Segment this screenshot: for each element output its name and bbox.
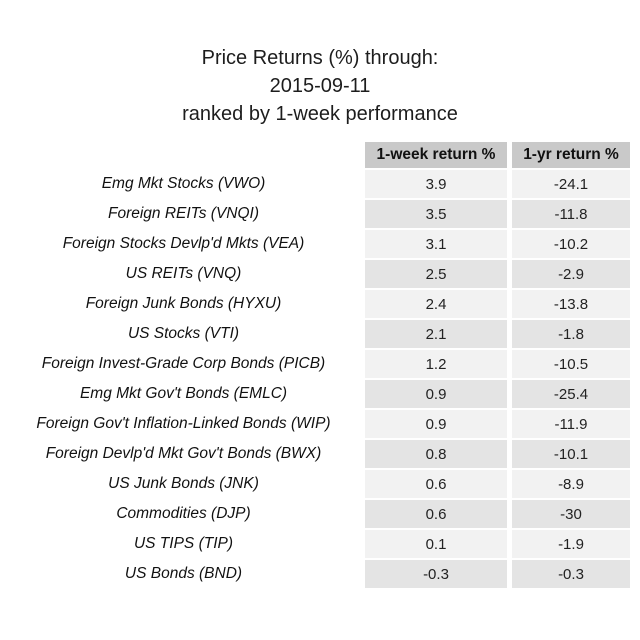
week-return-cell: 3.5 — [365, 200, 507, 228]
page-title-line3: ranked by 1-week performance — [182, 103, 458, 125]
yr-return-cell: -11.9 — [512, 410, 630, 438]
yr-return-cell: -24.1 — [512, 170, 630, 198]
yr-return-cell: -1.9 — [512, 530, 630, 558]
table-row: Foreign REITs (VNQI) 3.5 -11.8 — [7, 200, 630, 228]
yr-return-cell: -25.4 — [512, 380, 630, 408]
asset-label: Foreign Junk Bonds (HYXU) — [85, 295, 282, 312]
header-row: 1-week return % 1-yr return % — [7, 142, 630, 168]
yr-return-cell: -10.1 — [512, 440, 630, 468]
page-title-date: 2015-09-11 — [269, 75, 371, 97]
table-row: US Stocks (VTI) 2.1 -1.8 — [7, 320, 630, 348]
yr-return-cell: -10.5 — [512, 350, 630, 378]
table-row: Foreign Invest-Grade Corp Bonds (PICB) 1… — [7, 350, 630, 378]
yr-return-cell: -1.8 — [512, 320, 630, 348]
table-row: US Junk Bonds (JNK) 0.6 -8.9 — [7, 470, 630, 498]
corner-cell — [7, 142, 360, 168]
asset-label: Foreign Stocks Devlp'd Mkts (VEA) — [62, 235, 305, 252]
table-row: US Bonds (BND) -0.3 -0.3 — [7, 560, 630, 588]
yr-return-cell: -10.2 — [512, 230, 630, 258]
col-header-1-week: 1-week return % — [365, 142, 507, 168]
week-return-cell: -0.3 — [365, 560, 507, 588]
asset-label: US REITs (VNQ) — [125, 265, 242, 282]
page-title-line1: Price Returns (%) through: — [201, 47, 439, 69]
asset-label: US Junk Bonds (JNK) — [108, 475, 259, 492]
table-row: US TIPS (TIP) 0.1 -1.9 — [7, 530, 630, 558]
week-return-cell: 3.1 — [365, 230, 507, 258]
week-return-cell: 0.6 — [365, 500, 507, 528]
asset-label: Foreign Invest-Grade Corp Bonds (PICB) — [41, 355, 326, 372]
asset-label: Foreign REITs (VNQI) — [107, 205, 260, 222]
asset-label: Foreign Devlp'd Mkt Gov't Bonds (BWX) — [45, 445, 322, 462]
week-return-cell: 2.1 — [365, 320, 507, 348]
page-title: Price Returns (%) through: 2015-09-11 ra… — [0, 0, 640, 128]
col-header-1-yr: 1-yr return % — [512, 142, 630, 168]
table-row: Emg Mkt Stocks (VWO) 3.9 -24.1 — [7, 170, 630, 198]
week-return-cell: 3.9 — [365, 170, 507, 198]
yr-return-cell: -0.3 — [512, 560, 630, 588]
week-return-cell: 0.6 — [365, 470, 507, 498]
yr-return-cell: -11.8 — [512, 200, 630, 228]
asset-label: US Stocks (VTI) — [127, 325, 240, 342]
table-row: Foreign Devlp'd Mkt Gov't Bonds (BWX) 0.… — [7, 440, 630, 468]
returns-table: 1-week return % 1-yr return % Emg Mkt St… — [2, 140, 635, 590]
week-return-cell: 2.4 — [365, 290, 507, 318]
week-return-cell: 0.1 — [365, 530, 507, 558]
week-return-cell: 0.9 — [365, 410, 507, 438]
table-row: Foreign Junk Bonds (HYXU) 2.4 -13.8 — [7, 290, 630, 318]
yr-return-cell: -13.8 — [512, 290, 630, 318]
table-row: Commodities (DJP) 0.6 -30 — [7, 500, 630, 528]
asset-label: Emg Mkt Gov't Bonds (EMLC) — [79, 385, 288, 402]
yr-return-cell: -30 — [512, 500, 630, 528]
table-row: Emg Mkt Gov't Bonds (EMLC) 0.9 -25.4 — [7, 380, 630, 408]
week-return-cell: 1.2 — [365, 350, 507, 378]
week-return-cell: 0.9 — [365, 380, 507, 408]
table-row: Foreign Stocks Devlp'd Mkts (VEA) 3.1 -1… — [7, 230, 630, 258]
week-return-cell: 2.5 — [365, 260, 507, 288]
asset-label: US Bonds (BND) — [124, 565, 243, 582]
asset-label: Commodities (DJP) — [116, 505, 251, 522]
yr-return-cell: -2.9 — [512, 260, 630, 288]
table-row: US REITs (VNQ) 2.5 -2.9 — [7, 260, 630, 288]
asset-label: US TIPS (TIP) — [133, 535, 234, 552]
asset-label: Emg Mkt Stocks (VWO) — [101, 175, 266, 192]
yr-return-cell: -8.9 — [512, 470, 630, 498]
week-return-cell: 0.8 — [365, 440, 507, 468]
asset-label: Foreign Gov't Inflation-Linked Bonds (WI… — [36, 415, 331, 432]
table-row: Foreign Gov't Inflation-Linked Bonds (WI… — [7, 410, 630, 438]
